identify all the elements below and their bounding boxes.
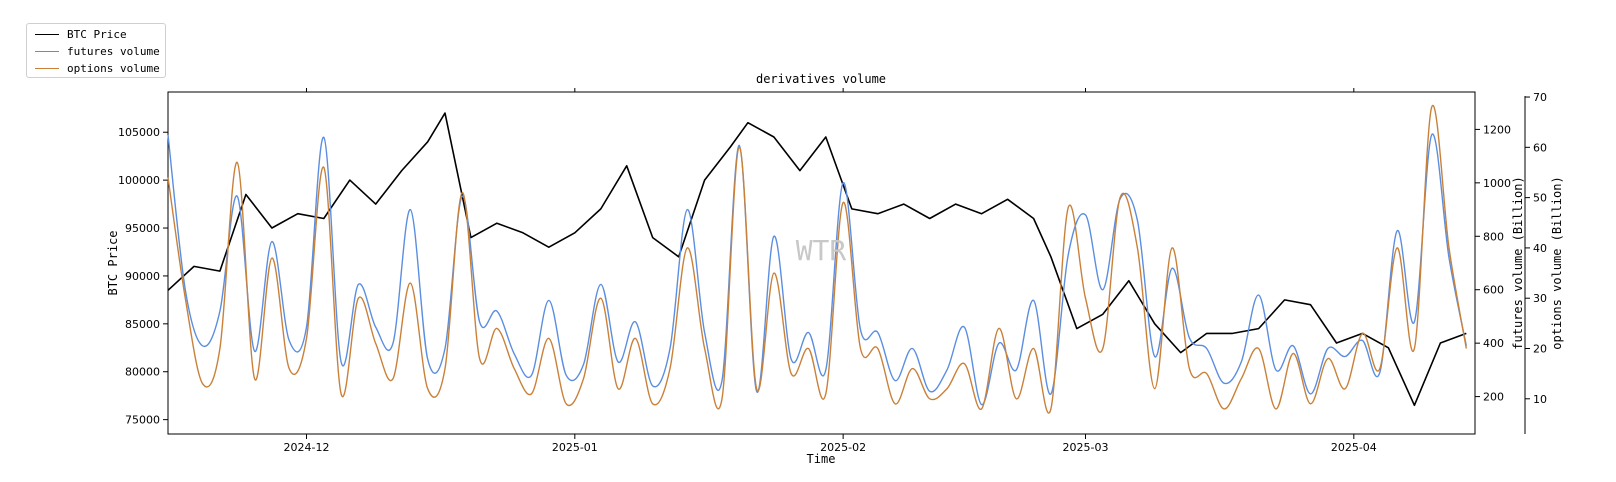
x-tick-label: 2025-03 xyxy=(1063,441,1109,454)
plot-area: 2024-12 2025-01 2025-02 2025-03 2025-04 75000… xyxy=(118,88,1547,454)
y-right2-tick-label: 60 xyxy=(1533,141,1547,154)
y-right1-tick-label: 800 xyxy=(1483,230,1504,243)
y-right1-tick-label: 1000 xyxy=(1483,177,1511,190)
y-right2-tick-label: 10 xyxy=(1533,393,1547,406)
legend-label: options volume xyxy=(67,61,160,75)
y-left-tick-label: 90000 xyxy=(125,270,160,283)
legend-swatch xyxy=(35,67,59,69)
x-tick-label: 2025-04 xyxy=(1331,441,1377,454)
x-tick-label: 2024-12 xyxy=(284,441,330,454)
chart-title: derivatives volume xyxy=(756,72,886,86)
legend-label: BTC Price xyxy=(67,27,127,41)
y-axis-right1-label: futures volume (Billion) xyxy=(1511,176,1525,349)
legend: BTC Price futures volume options volume xyxy=(26,23,166,78)
y-right2-tick-label: 20 xyxy=(1533,343,1547,356)
y-left-tick-label: 75000 xyxy=(125,414,160,427)
legend-swatch xyxy=(35,50,59,52)
y-right2-tick-label: 40 xyxy=(1533,242,1547,255)
y-right1-tick-label: 400 xyxy=(1483,337,1504,350)
x-tick-label: 2025-02 xyxy=(820,441,866,454)
y-right2-tick-label: 50 xyxy=(1533,192,1547,205)
legend-item-btc-price: BTC Price xyxy=(35,26,127,42)
y-right1-tick-label: 1200 xyxy=(1483,123,1511,136)
y-right2-tick-label: 70 xyxy=(1533,91,1547,104)
legend-item-futures-volume: futures volume xyxy=(35,43,160,59)
y-left-tick-label: 80000 xyxy=(125,366,160,379)
x-tick-label: 2025-01 xyxy=(552,441,598,454)
btc-price-line xyxy=(167,112,1467,407)
y-right1-tick-label: 600 xyxy=(1483,284,1504,297)
watermark: WTR xyxy=(796,234,847,267)
plot-frame xyxy=(167,91,1476,435)
y-axis-left-label: BTC Price xyxy=(106,230,120,295)
options-volume-line xyxy=(167,104,1467,414)
y-axis-right2-label: options volume (Billion) xyxy=(1550,176,1564,349)
y-left-tick-label: 100000 xyxy=(118,174,160,187)
legend-item-options-volume: options volume xyxy=(35,60,160,76)
y-left-tick-label: 95000 xyxy=(125,222,160,235)
legend-label: futures volume xyxy=(67,44,160,58)
futures-volume-line xyxy=(167,133,1467,406)
y-left-tick-label: 105000 xyxy=(118,126,160,139)
legend-swatch xyxy=(35,33,59,35)
x-axis-label: Time xyxy=(807,452,836,466)
y-left-tick-label: 85000 xyxy=(125,318,160,331)
y-right1-tick-label: 200 xyxy=(1483,391,1504,404)
y-right2-tick-label: 30 xyxy=(1533,292,1547,305)
